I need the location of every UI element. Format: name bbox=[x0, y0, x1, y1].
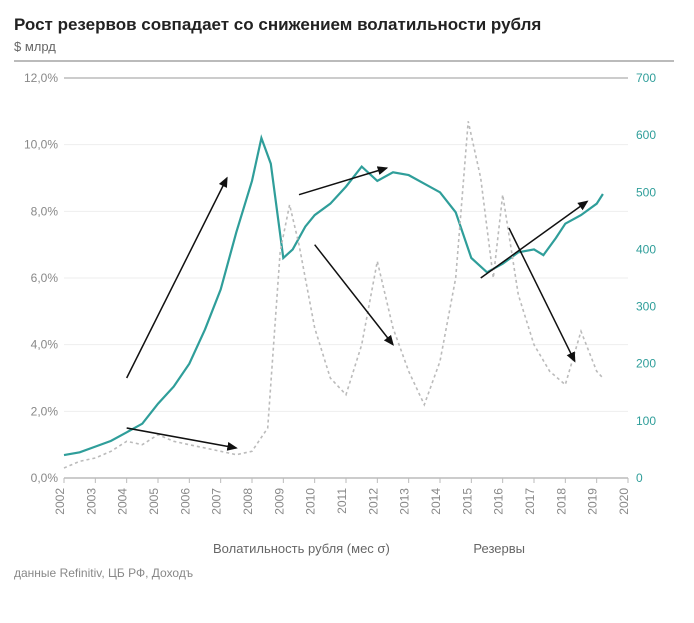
svg-text:2004: 2004 bbox=[116, 488, 130, 515]
svg-text:10,0%: 10,0% bbox=[24, 138, 58, 152]
svg-text:2009: 2009 bbox=[272, 488, 286, 515]
svg-text:2010: 2010 bbox=[304, 488, 318, 515]
svg-text:2017: 2017 bbox=[523, 488, 537, 515]
svg-text:2008: 2008 bbox=[241, 488, 255, 515]
svg-text:500: 500 bbox=[636, 186, 656, 200]
svg-text:2006: 2006 bbox=[178, 488, 192, 515]
legend-item-reserves: Резервы bbox=[423, 541, 535, 556]
svg-text:300: 300 bbox=[636, 300, 656, 314]
svg-text:700: 700 bbox=[636, 72, 656, 85]
svg-text:2014: 2014 bbox=[429, 488, 443, 515]
svg-text:0: 0 bbox=[636, 471, 643, 485]
svg-text:400: 400 bbox=[636, 243, 656, 257]
svg-text:4,0%: 4,0% bbox=[31, 338, 59, 352]
svg-text:2015: 2015 bbox=[460, 488, 474, 515]
svg-text:2013: 2013 bbox=[398, 488, 412, 515]
svg-text:100: 100 bbox=[636, 414, 656, 428]
chart-plot: 0,0% 2,0% 4,0% 6,0% 8,0% 10,0% 12,0% 0 100 200 300… bbox=[14, 72, 674, 502]
divider bbox=[14, 60, 674, 62]
svg-text:12,0%: 12,0% bbox=[24, 72, 58, 85]
svg-text:2011: 2011 bbox=[335, 488, 349, 514]
svg-text:2016: 2016 bbox=[492, 488, 506, 515]
legend-item-volatility: Волатильность рубля (мес σ) bbox=[163, 541, 400, 556]
chart-source: данные Refinitiv, ЦБ РФ, Доходъ bbox=[14, 566, 684, 580]
svg-text:200: 200 bbox=[636, 357, 656, 371]
svg-text:2020: 2020 bbox=[617, 488, 631, 515]
svg-text:0,0%: 0,0% bbox=[31, 471, 59, 485]
svg-text:2003: 2003 bbox=[84, 488, 98, 515]
svg-text:6,0%: 6,0% bbox=[31, 271, 59, 285]
svg-text:2007: 2007 bbox=[210, 488, 224, 515]
svg-text:2002: 2002 bbox=[53, 488, 67, 515]
svg-text:2,0%: 2,0% bbox=[31, 405, 59, 419]
chart-title: Рост резервов совпадает со снижением вол… bbox=[14, 14, 684, 35]
chart-svg: 0,0% 2,0% 4,0% 6,0% 8,0% 10,0% 12,0% 0 100 200 300… bbox=[14, 72, 674, 542]
svg-text:2018: 2018 bbox=[554, 488, 568, 515]
chart-subtitle: $ млрд bbox=[14, 39, 684, 54]
legend-label: Резервы bbox=[473, 541, 525, 556]
svg-text:2019: 2019 bbox=[586, 488, 600, 515]
svg-text:600: 600 bbox=[636, 128, 656, 142]
legend-label: Волатильность рубля (мес σ) bbox=[213, 541, 390, 556]
svg-text:2012: 2012 bbox=[366, 488, 380, 515]
svg-text:8,0%: 8,0% bbox=[31, 205, 59, 219]
svg-text:2005: 2005 bbox=[147, 488, 161, 515]
